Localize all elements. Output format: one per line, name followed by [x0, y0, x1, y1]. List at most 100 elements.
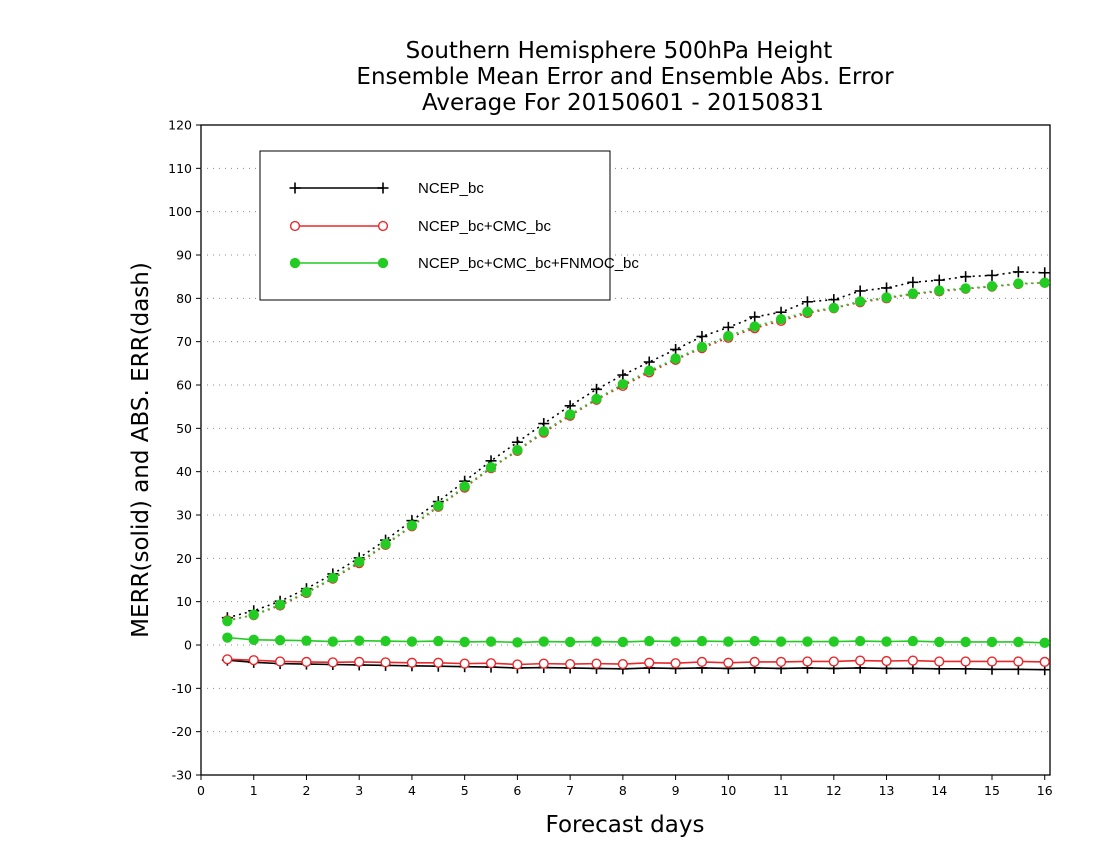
- x-tick-label: 14: [931, 783, 947, 798]
- data-point-plus: [749, 311, 761, 323]
- data-point-plus: [617, 369, 629, 381]
- x-tick-label: 1: [250, 783, 258, 798]
- data-point-filled-circle: [617, 378, 629, 390]
- chart-title-line-1: Southern Hemisphere 500hPa Height: [406, 38, 833, 64]
- data-point-filled-circle: [538, 426, 549, 437]
- data-point-plus: [986, 269, 998, 281]
- data-point-open-circle: [775, 656, 787, 668]
- x-tick-label: 4: [408, 783, 416, 798]
- data-point-filled-circle: [591, 636, 602, 647]
- data-point-filled-circle: [670, 353, 681, 364]
- chart-title-line-3: Average For 20150601 - 20150831: [422, 90, 824, 116]
- data-point-open-circle: [749, 656, 760, 668]
- abs-error-line: [227, 281, 1045, 622]
- data-point-open-circle: [354, 656, 365, 668]
- plot-area-frame: [200, 124, 1051, 776]
- x-tick-label: 7: [566, 783, 574, 798]
- x-tick-label: 2: [302, 783, 310, 798]
- data-point-filled-circle: [802, 306, 813, 317]
- x-tick-label: 3: [355, 783, 363, 798]
- y-tick-label: 70: [176, 334, 192, 349]
- x-tick-label: 15: [984, 783, 1000, 798]
- data-point-open-circle: [222, 654, 233, 665]
- data-point-plus: [960, 271, 972, 283]
- data-point-filled-circle: [1013, 636, 1024, 648]
- x-axis-label: Forecast days: [546, 812, 705, 838]
- data-point-filled-circle: [854, 635, 866, 647]
- data-point-filled-circle: [828, 636, 839, 647]
- data-point-filled-circle: [564, 409, 576, 420]
- x-tick-label: 0: [197, 783, 205, 798]
- data-point-open-circle: [802, 656, 813, 667]
- y-tick-label: 20: [176, 551, 192, 566]
- data-point-filled-circle: [670, 636, 681, 647]
- data-point-filled-circle: [723, 636, 734, 647]
- data-point-open-circle: [1039, 656, 1050, 668]
- data-point-filled-circle: [222, 632, 233, 643]
- x-tick-label: 6: [513, 783, 521, 798]
- y-tick-label: 60: [176, 378, 192, 393]
- data-point-filled-circle: [696, 635, 708, 647]
- data-point-open-circle: [538, 658, 549, 669]
- data-point-filled-circle: [907, 288, 919, 299]
- x-tick-label: 10: [720, 783, 736, 798]
- data-point-filled-circle: [775, 313, 787, 325]
- data-point-filled-circle: [327, 636, 339, 647]
- data-point-filled-circle: [433, 500, 444, 512]
- y-tick-label: -10: [172, 681, 192, 696]
- y-tick-label: 120: [168, 118, 192, 133]
- y-axis-label: MERR(solid) and ABS. ERR(dash): [128, 262, 154, 638]
- y-tick-label: 50: [176, 421, 192, 436]
- data-point-filled-circle: [248, 609, 259, 620]
- y-tick-label: 100: [168, 204, 192, 219]
- data-point-open-circle: [907, 655, 918, 666]
- data-point-open-circle: [617, 658, 628, 670]
- data-point-filled-circle: [854, 296, 866, 307]
- data-point-open-circle: [485, 658, 497, 669]
- y-tick-label: 110: [168, 161, 192, 176]
- data-point-open-circle: [591, 658, 602, 669]
- data-point-filled-circle: [696, 341, 708, 353]
- x-tick-label: 16: [1037, 783, 1053, 798]
- data-point-filled-circle: [433, 635, 444, 647]
- data-point-filled-circle: [723, 330, 734, 342]
- data-point-plus: [377, 182, 389, 194]
- data-point-open-circle: [723, 657, 734, 668]
- data-point-filled-circle: [960, 283, 971, 294]
- data-point-filled-circle: [749, 635, 760, 647]
- data-point-filled-circle: [881, 636, 892, 647]
- y-tick-label: 30: [176, 508, 192, 523]
- data-point-filled-circle: [644, 635, 655, 647]
- data-point-filled-circle: [881, 292, 892, 303]
- abs-error-line: [227, 281, 1045, 622]
- data-point-filled-circle: [301, 635, 312, 646]
- y-tick-label: 40: [176, 464, 192, 479]
- data-point-filled-circle: [934, 285, 945, 296]
- series-layer: [221, 266, 1051, 676]
- data-point-open-circle: [433, 657, 444, 668]
- data-point-filled-circle: [775, 636, 787, 647]
- data-point-plus: [590, 383, 602, 395]
- y-tick-label: -20: [172, 724, 192, 739]
- data-point-filled-circle: [406, 520, 418, 531]
- legend: NCEP_bc NCEP_bc+CMC_bc NCEP_bc+CMC_bc+FNMO…: [259, 150, 639, 301]
- abs-error-line: [227, 271, 1045, 619]
- data-point-open-circle: [380, 657, 391, 668]
- data-point-filled-circle: [907, 635, 919, 647]
- data-point-open-circle: [986, 656, 998, 667]
- data-point-plus: [1012, 266, 1024, 278]
- data-point-plus: [854, 285, 866, 297]
- data-point-plus: [1039, 267, 1051, 279]
- data-point-filled-circle: [564, 636, 576, 648]
- data-point-open-circle: [644, 657, 655, 668]
- data-point-filled-circle: [380, 538, 391, 550]
- data-point-filled-circle: [485, 462, 497, 473]
- x-tick-label: 9: [672, 783, 680, 798]
- data-point-plus: [933, 274, 945, 286]
- x-tick-label: 12: [826, 783, 842, 798]
- data-point-plus: [289, 182, 301, 194]
- data-point-plus: [696, 330, 708, 342]
- data-point-filled-circle: [512, 444, 523, 456]
- data-point-filled-circle: [459, 636, 470, 648]
